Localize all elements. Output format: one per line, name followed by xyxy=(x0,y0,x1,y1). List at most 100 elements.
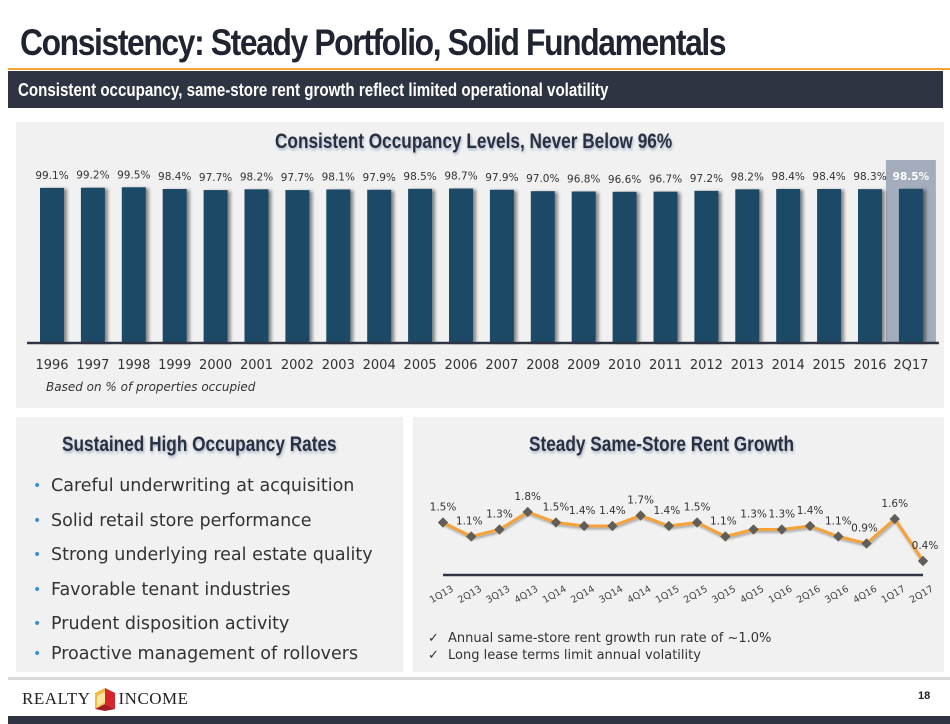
bar-value-label: 96.6% xyxy=(608,174,641,186)
x-tick-label: 1997 xyxy=(76,358,109,373)
bar-2006 xyxy=(449,188,473,342)
bar-2009 xyxy=(571,191,596,342)
bar-2Q17 xyxy=(898,188,923,342)
bar-2002 xyxy=(285,190,310,342)
bullet-dot-icon: • xyxy=(33,646,42,662)
bar-2001 xyxy=(244,189,269,342)
accent-rule xyxy=(8,68,950,70)
occupancy-footnote: Based on % of properties occupied xyxy=(46,380,256,394)
x-tick-label: 2012 xyxy=(690,358,723,373)
bullet-item: • Strong underlying real estate quality xyxy=(33,545,373,565)
bullet-item: • Solid retail store performance xyxy=(33,510,312,531)
x-tick-label: 2005 xyxy=(404,358,437,373)
bar-2015 xyxy=(817,188,842,342)
bar-value-label: 98.2% xyxy=(240,171,273,183)
bar-1997 xyxy=(80,187,105,342)
x-tick-label: 2001 xyxy=(240,358,273,373)
subtitle-text: Consistent occupancy, same-store rent gr… xyxy=(18,80,609,100)
x-tick-label: 2003 xyxy=(322,358,355,373)
bar-2000 xyxy=(203,190,228,342)
check-item: ✓ Annual same-store rent growth run rate … xyxy=(428,631,772,646)
logo-text-left: REALTY xyxy=(22,689,91,708)
check-item: ✓ Long lease terms limit annual volatilit… xyxy=(428,648,701,663)
bullet-dot-icon: • xyxy=(33,512,42,529)
bar-value-label: 96.8% xyxy=(567,173,600,185)
bar-2004 xyxy=(367,189,392,342)
bar-value-label: 98.1% xyxy=(322,171,355,183)
x-tick-label: 2002 xyxy=(281,358,314,373)
x-tick-label: 1996 xyxy=(35,358,68,373)
bar-2011 xyxy=(653,191,678,342)
bar-value-label: 98.2% xyxy=(731,171,764,183)
rent-growth-chart-title: Steady Same-Store Rent Growth xyxy=(529,433,795,456)
bar-value-label: 98.7% xyxy=(444,171,477,183)
x-tick-label: 2008 xyxy=(526,358,559,373)
bullet-item: • Careful underwriting at acquisition xyxy=(33,476,355,496)
occupancy-chart-title: Consistent Occupancy Levels, Never Below… xyxy=(275,130,673,153)
house-logo-icon xyxy=(94,688,115,711)
bar-value-label: 98.4% xyxy=(158,171,191,183)
bullet-item: • Favorable tenant industries xyxy=(33,579,291,600)
bullet-dot-icon: • xyxy=(33,547,42,563)
occupancy-bullets: • Careful underwriting at acquisition • So… xyxy=(33,476,373,679)
footer-divider xyxy=(8,677,950,680)
bullet-dot-icon: • xyxy=(33,478,42,494)
bar-value-label: 99.5% xyxy=(117,169,150,181)
occupancy-bar-chart: 99.1% 1996 99.2% 1997 99.5% 1998 98.4% 1999 97.7… xyxy=(27,160,939,373)
bar-2013 xyxy=(735,189,760,342)
subtitle-banner: Consistent occupancy, same-store rent gr… xyxy=(8,71,943,108)
x-tick-label: 2000 xyxy=(199,358,232,373)
occupancy-rates-heading: Sustained High Occupancy Rates xyxy=(62,433,337,456)
bar-value-label: 96.7% xyxy=(649,174,682,186)
bar-value-label: 97.9% xyxy=(363,172,396,184)
x-tick-label: 2004 xyxy=(363,358,396,373)
bar-value-label: 98.5% xyxy=(893,171,930,183)
bar-1999 xyxy=(162,188,187,342)
bar-1996 xyxy=(40,187,64,342)
x-tick-label: 2014 xyxy=(772,358,805,373)
bar-2010 xyxy=(612,191,637,342)
x-tick-label: 2006 xyxy=(444,358,477,373)
bar-2005 xyxy=(408,188,433,342)
x-tick-label: 2007 xyxy=(485,358,518,373)
x-tick-label: 1998 xyxy=(117,358,150,373)
bar-value-label: 98.3% xyxy=(853,171,886,183)
bar-value-label: 97.0% xyxy=(526,173,559,185)
bar-2008 xyxy=(530,191,555,342)
bar-value-label: 99.2% xyxy=(76,170,109,182)
x-tick-label: 2016 xyxy=(853,358,886,373)
page-title: Consistency: Steady Portfolio, Solid Fun… xyxy=(20,22,727,63)
bar-value-label: 97.2% xyxy=(690,173,723,185)
bullet-dot-icon: • xyxy=(33,581,42,598)
bar-2016 xyxy=(858,189,882,342)
footer-bar xyxy=(8,716,950,724)
x-tick-label: 2Q17 xyxy=(893,358,928,373)
x-tick-label: 2009 xyxy=(567,358,600,373)
bullet-item: • Prudent disposition activity xyxy=(33,614,290,634)
bar-value-label: 98.5% xyxy=(403,171,436,183)
bar-value-label: 98.4% xyxy=(772,171,805,183)
bar-1998 xyxy=(121,187,146,342)
bar-value-label: 97.9% xyxy=(485,172,518,184)
x-tick-label: 2015 xyxy=(813,358,846,373)
bullet-item: • Proactive management of rollovers xyxy=(33,644,359,664)
logo-text-right: INCOME xyxy=(118,689,189,708)
bar-value-label: 97.7% xyxy=(199,172,232,184)
x-tick-label: 2011 xyxy=(649,358,682,373)
x-tick-label: 2013 xyxy=(731,358,764,373)
page-number: 18 xyxy=(918,690,931,702)
bullet-dot-icon: • xyxy=(33,616,42,632)
checkmark-icon: ✓ xyxy=(428,631,439,646)
bar-2014 xyxy=(776,188,801,342)
checkmark-icon: ✓ xyxy=(428,648,439,663)
bar-value-label: 97.7% xyxy=(281,172,314,184)
occupancy-rates-panel xyxy=(16,417,403,672)
x-tick-label: 2010 xyxy=(608,358,641,373)
bar-value-label: 98.4% xyxy=(812,171,845,183)
realty-income-logo: REALTY INCOME xyxy=(22,687,189,711)
x-tick-label: 1999 xyxy=(158,358,191,373)
rent-growth-checklist: ✓ Annual same-store rent growth run rate … xyxy=(428,631,771,665)
bar-2003 xyxy=(326,189,351,342)
bar-2007 xyxy=(489,189,514,342)
bar-2012 xyxy=(694,190,719,342)
